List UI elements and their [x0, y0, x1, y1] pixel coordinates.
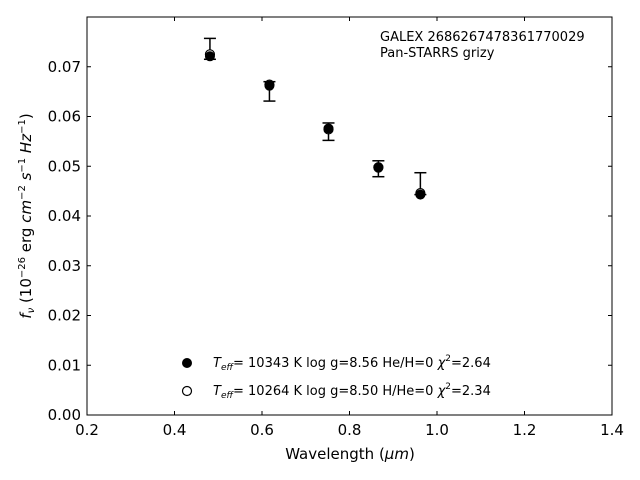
legend-label-filled: Teff= 10343 K log g=8.56 He/H=0 χ2=2.64 [213, 354, 491, 373]
y-tick-label: 0.04 [48, 207, 81, 225]
data-points [204, 49, 426, 200]
y-tick-label: 0.05 [48, 157, 81, 175]
x-tick-label: 0.8 [338, 421, 362, 439]
point-filled [264, 80, 275, 91]
x-tick-label: 1.4 [600, 421, 624, 439]
point-filled [323, 123, 334, 134]
x-tick-label: 0.4 [163, 421, 187, 439]
x-axis-label: Wavelength (μm) [285, 445, 415, 463]
y-tick-label: 0.02 [48, 307, 81, 325]
x-axis-ticks: 0.2 0.4 0.6 0.8 1.0 1.2 1.4 [75, 17, 624, 439]
y-axis-label: fν (10−26 erg cm−2 s−1 Hz−1) [17, 113, 37, 318]
legend-marker-open [181, 385, 193, 397]
plot-area [86, 16, 613, 416]
y-axis-ticks: 0.00 0.01 0.02 0.03 0.04 0.05 0.06 0.07 [48, 58, 612, 424]
y-tick-label: 0.06 [48, 108, 81, 126]
y-tick-label: 0.07 [48, 58, 81, 76]
x-tick-label: 0.2 [75, 421, 99, 439]
x-tick-label: 0.6 [250, 421, 274, 439]
y-tick-label: 0.03 [48, 257, 81, 275]
y-tick-label: 0.01 [48, 356, 81, 374]
annotation-object-name: GALEX 2686267478361770029 [380, 30, 585, 45]
point-filled [415, 189, 426, 200]
point-filled [204, 51, 215, 62]
x-tick-label: 1.0 [425, 421, 449, 439]
y-tick-label: 0.00 [48, 406, 81, 424]
annotation-survey: Pan-STARRS grizy [380, 46, 495, 61]
legend-marker-filled [182, 358, 192, 368]
legend-label-open: Teff= 10264 K log g=8.50 H/He=0 χ2=2.34 [213, 382, 491, 401]
x-tick-label: 1.2 [513, 421, 537, 439]
point-filled [373, 162, 384, 173]
legend: Teff= 10343 K log g=8.56 He/H=0 χ2=2.64 … [181, 354, 491, 401]
